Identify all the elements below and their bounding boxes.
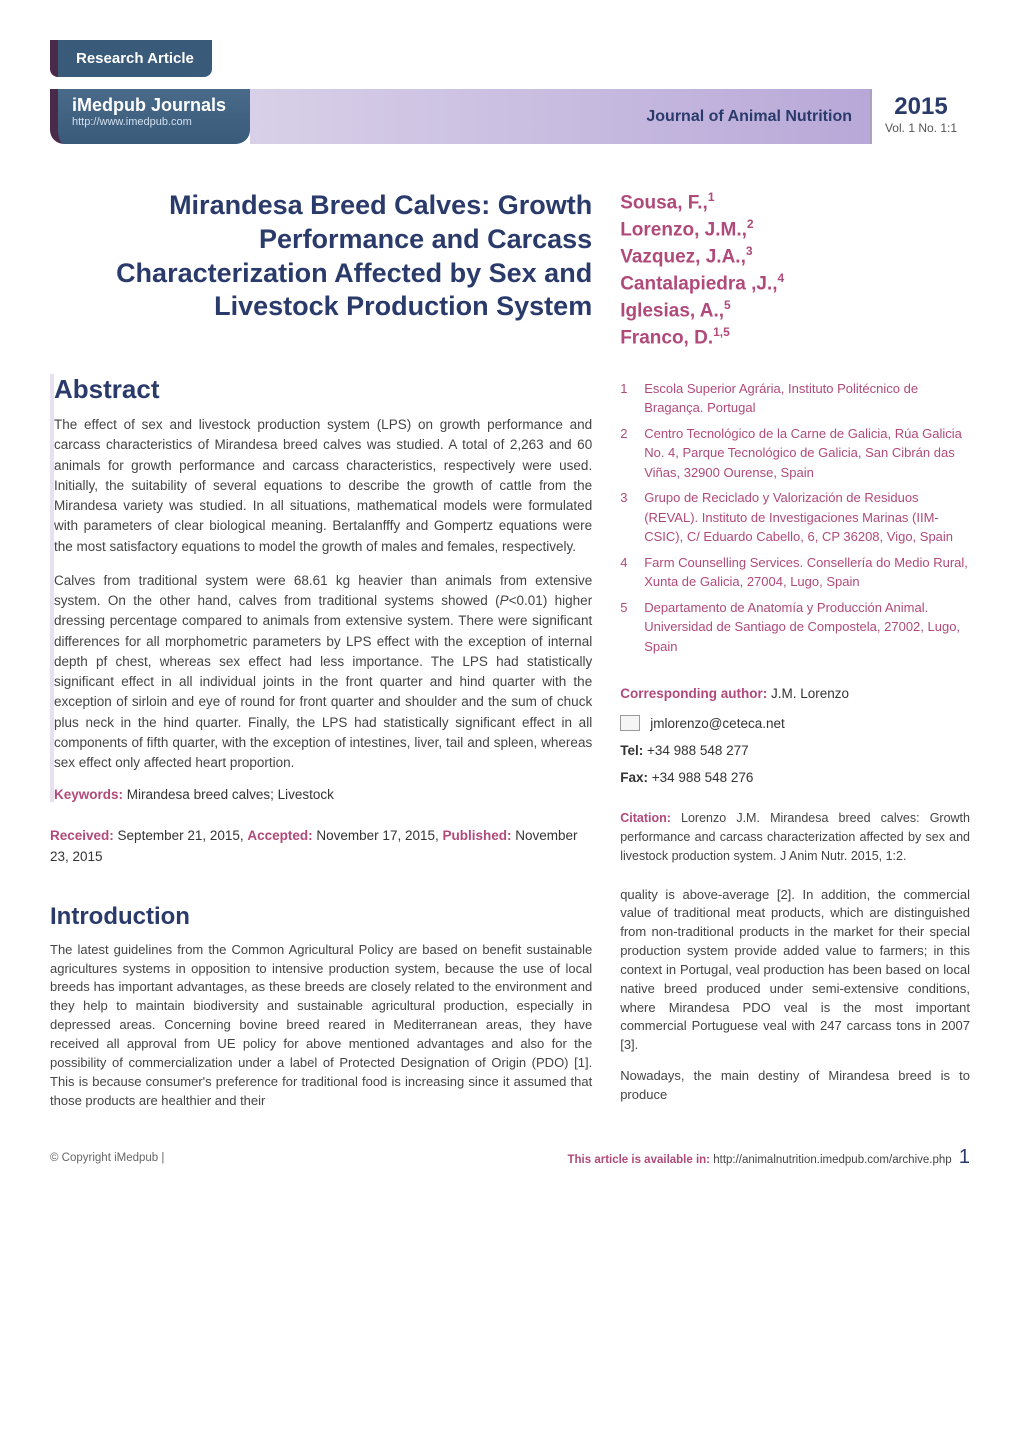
received-label: Received: <box>50 828 114 843</box>
intro-col2-p2: Nowadays, the main destiny of Mirandesa … <box>620 1067 970 1105</box>
accepted-date: November 17, 2015, <box>313 828 443 843</box>
journals-title: iMedpub Journals <box>72 95 236 116</box>
tel-line: Tel: +34 988 548 277 <box>620 743 970 758</box>
abstract-box: Abstract The effect of sex and livestock… <box>50 374 592 802</box>
intro-col2: quality is above-average [2]. In additio… <box>620 886 970 1105</box>
email-address[interactable]: jmlorenzo@ceteca.net <box>650 716 785 731</box>
journals-url[interactable]: http://www.imedpub.com <box>72 116 236 128</box>
copyright: © Copyright iMedpub | <box>50 1152 164 1164</box>
header-bar: iMedpub Journals http://www.imedpub.com … <box>50 89 970 144</box>
introduction-heading: Introduction <box>50 903 592 931</box>
published-label: Published: <box>442 828 511 843</box>
citation-box: Citation: Lorenzo J.M. Mirandesa breed c… <box>620 809 970 865</box>
keywords-label: Keywords: <box>54 787 123 802</box>
year-box: 2015 Vol. 1 No. 1:1 <box>870 89 970 144</box>
affiliation-item: 4Farm Counselling Services. Consellería … <box>620 553 970 592</box>
year: 2015 <box>880 93 962 121</box>
affiliation-item: 1 Escola Superior Agrária, Instituto Pol… <box>620 379 970 418</box>
side-column: Sousa, F.,1 Lorenzo, J.M.,2 Vazquez, J.A… <box>620 189 970 1110</box>
volume: Vol. 1 No. 1:1 <box>880 121 962 135</box>
fax-label: Fax: <box>620 770 648 785</box>
corresponding-author: Corresponding author: J.M. Lorenzo <box>620 686 970 701</box>
keywords-text: Mirandesa breed calves; Livestock <box>123 787 334 802</box>
link-url[interactable]: http://animalnutrition.imedpub.com/archi… <box>710 1154 952 1166</box>
authors-list: Sousa, F.,1 Lorenzo, J.M.,2 Vazquez, J.A… <box>620 189 970 351</box>
abstract-paragraph-1: The effect of sex and livestock producti… <box>54 415 592 557</box>
content-area: Mirandesa Breed Calves: Growth Performan… <box>50 189 970 1110</box>
journal-name-box: Journal of Animal Nutrition <box>250 89 870 144</box>
journals-box: iMedpub Journals http://www.imedpub.com <box>50 89 250 144</box>
footer: © Copyright iMedpub | This article is av… <box>50 1146 970 1169</box>
affiliations-list: 1 Escola Superior Agrária, Instituto Pol… <box>620 379 970 657</box>
main-column: Mirandesa Breed Calves: Growth Performan… <box>50 189 592 1110</box>
email-icon <box>620 715 640 731</box>
abstract-heading: Abstract <box>54 374 592 405</box>
abstract-paragraph-2: Calves from traditional system were 68.6… <box>54 571 592 774</box>
affiliation-item: 2 Centro Tecnológico de la Carne de Gali… <box>620 424 970 483</box>
intro-col1: The latest guidelines from the Common Ag… <box>50 941 592 1111</box>
article-title: Mirandesa Breed Calves: Growth Performan… <box>50 189 592 324</box>
affiliation-item: 5 Departamento de Anatomía y Producción … <box>620 598 970 657</box>
corresponding-name: J.M. Lorenzo <box>767 686 849 701</box>
fax-number: +34 988 548 276 <box>648 770 753 785</box>
research-article-tab: Research Article <box>50 40 212 77</box>
email-row: jmlorenzo@ceteca.net <box>620 715 970 731</box>
tel-number: +34 988 548 277 <box>643 743 748 758</box>
link-label: This article is available in: <box>567 1154 710 1166</box>
fax-line: Fax: +34 988 548 276 <box>620 770 970 785</box>
dates-line: Received: September 21, 2015, Accepted: … <box>50 826 592 867</box>
keywords: Keywords: Mirandesa breed calves; Livest… <box>54 787 592 802</box>
article-link: This article is available in: http://ani… <box>567 1146 970 1169</box>
corresponding-label: Corresponding author: <box>620 686 767 701</box>
affiliation-item: 3Grupo de Reciclado y Valorización de Re… <box>620 488 970 547</box>
received-date: September 21, 2015, <box>114 828 248 843</box>
citation-text: Lorenzo J.M. Mirandesa breed calves: Gro… <box>620 811 970 863</box>
tel-label: Tel: <box>620 743 643 758</box>
intro-col2-p1: quality is above-average [2]. In additio… <box>620 886 970 1056</box>
page-number: 1 <box>959 1146 970 1168</box>
accepted-label: Accepted: <box>247 828 312 843</box>
citation-label: Citation: <box>620 811 671 825</box>
header-top: Research Article <box>50 40 970 77</box>
